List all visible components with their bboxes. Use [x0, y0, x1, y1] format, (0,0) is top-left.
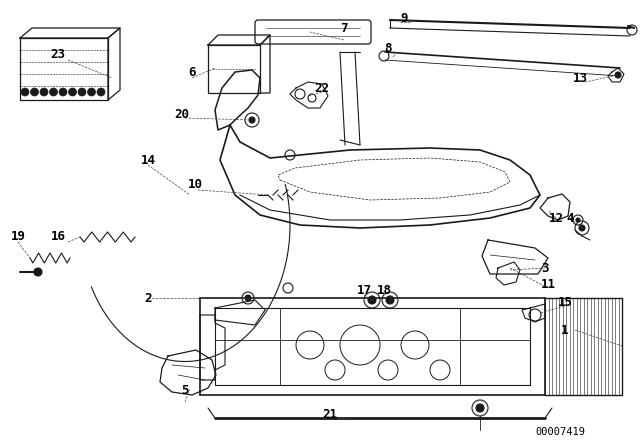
Text: 4: 4 — [566, 211, 573, 224]
Text: 14: 14 — [141, 154, 156, 167]
Text: 11: 11 — [541, 279, 556, 292]
Circle shape — [245, 295, 251, 301]
Text: 10: 10 — [188, 178, 202, 191]
Circle shape — [88, 88, 95, 96]
Circle shape — [68, 88, 77, 96]
Bar — [208, 45, 260, 93]
Text: 13: 13 — [573, 72, 588, 85]
Text: 7: 7 — [340, 22, 348, 34]
Circle shape — [249, 117, 255, 123]
Circle shape — [40, 88, 48, 96]
Text: 22: 22 — [314, 82, 330, 95]
Circle shape — [386, 296, 394, 304]
Text: 17: 17 — [356, 284, 371, 297]
Text: 2: 2 — [144, 292, 152, 305]
Circle shape — [34, 268, 42, 276]
Text: 18: 18 — [376, 284, 392, 297]
Bar — [20, 38, 108, 100]
Text: 1: 1 — [561, 323, 569, 336]
Text: 00007419: 00007419 — [535, 427, 585, 437]
Circle shape — [49, 88, 58, 96]
Circle shape — [21, 88, 29, 96]
Text: 19: 19 — [10, 231, 26, 244]
Circle shape — [368, 296, 376, 304]
Circle shape — [97, 88, 105, 96]
Text: 20: 20 — [175, 108, 189, 121]
Circle shape — [78, 88, 86, 96]
Text: 9: 9 — [400, 12, 408, 25]
Circle shape — [476, 404, 484, 412]
Circle shape — [59, 88, 67, 96]
Text: 16: 16 — [51, 231, 65, 244]
Circle shape — [31, 88, 38, 96]
Text: 3: 3 — [541, 262, 548, 275]
Circle shape — [615, 72, 621, 78]
Text: 5: 5 — [181, 383, 189, 396]
Text: 6: 6 — [188, 65, 196, 78]
Text: 21: 21 — [323, 409, 337, 422]
Circle shape — [579, 225, 585, 231]
Text: 23: 23 — [51, 48, 65, 61]
Text: 8: 8 — [384, 42, 392, 55]
Text: 12: 12 — [548, 211, 563, 224]
FancyBboxPatch shape — [255, 20, 371, 44]
Circle shape — [576, 218, 580, 222]
Text: 15: 15 — [557, 296, 573, 309]
